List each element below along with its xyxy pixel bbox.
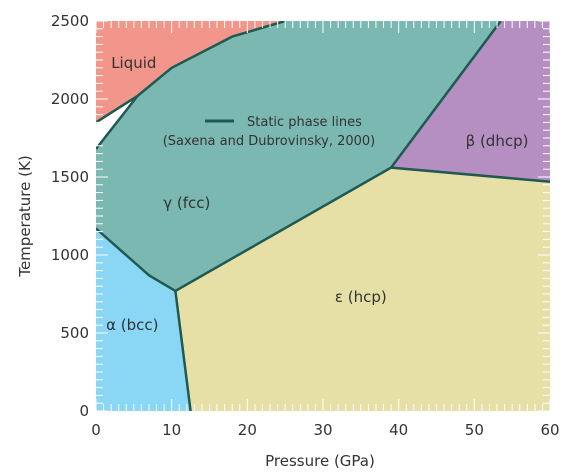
phase-line-2 [96,95,139,150]
legend-label: Static phase lines [247,115,362,130]
epsilon-hcp-region [175,167,550,411]
y-tick-label: 1500 [51,168,89,186]
axis-ticks [95,20,551,412]
legend-citation: (Saxena and Dubrovinsky, 2000) [163,134,376,149]
gamma-fcc-region [96,21,501,291]
y-axis-label: Temperature (K) [16,155,34,277]
y-tick-label: 0 [79,402,89,420]
alpha-bcc-label: α (bcc) [106,316,158,334]
phase-line-1 [96,21,286,124]
x-axis-label: Pressure (GPa) [265,452,375,470]
phase-line-5 [96,227,177,292]
y-tick-label: 1000 [51,246,89,264]
gamma-fcc-label: γ (fcc) [163,194,210,212]
epsilon-hcp-label: ε (hcp) [335,288,387,306]
liquid-region [96,21,490,123]
legend: Static phase lines (Saxena and Dubrovins… [163,115,376,149]
y-tick-label: 2000 [51,90,89,108]
x-tick-label: 40 [389,421,408,439]
alpha-bcc-region [96,228,191,411]
y-tick-label: 2500 [51,12,89,30]
beta-dhcp-label: β (dhcp) [466,132,529,150]
phase-lines [96,21,550,411]
x-tick-label: 60 [540,421,559,439]
x-tick-label: 30 [313,421,332,439]
phase-regions [96,21,550,411]
x-tick-label: 20 [238,421,257,439]
x-tick-label: 10 [162,421,181,439]
x-tick-label: 50 [465,421,484,439]
beta-dhcp-region [391,21,550,182]
y-tick-label: 500 [60,324,89,342]
liquid-label: Liquid [111,54,156,72]
region-labels: Liquid γ (fcc) α (bcc) ε (hcp) β (dhcp) [106,54,528,334]
x-tick-label: 0 [91,421,101,439]
tick-labels: 0 10 20 30 40 50 60 0 500 1000 1500 2000 2500 [51,12,560,439]
